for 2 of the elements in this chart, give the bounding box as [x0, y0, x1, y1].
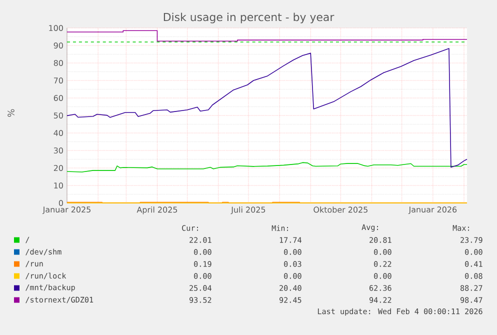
chart-title: Disk usage in percent - by year [164, 12, 334, 24]
y-axis-title: % [8, 109, 14, 117]
